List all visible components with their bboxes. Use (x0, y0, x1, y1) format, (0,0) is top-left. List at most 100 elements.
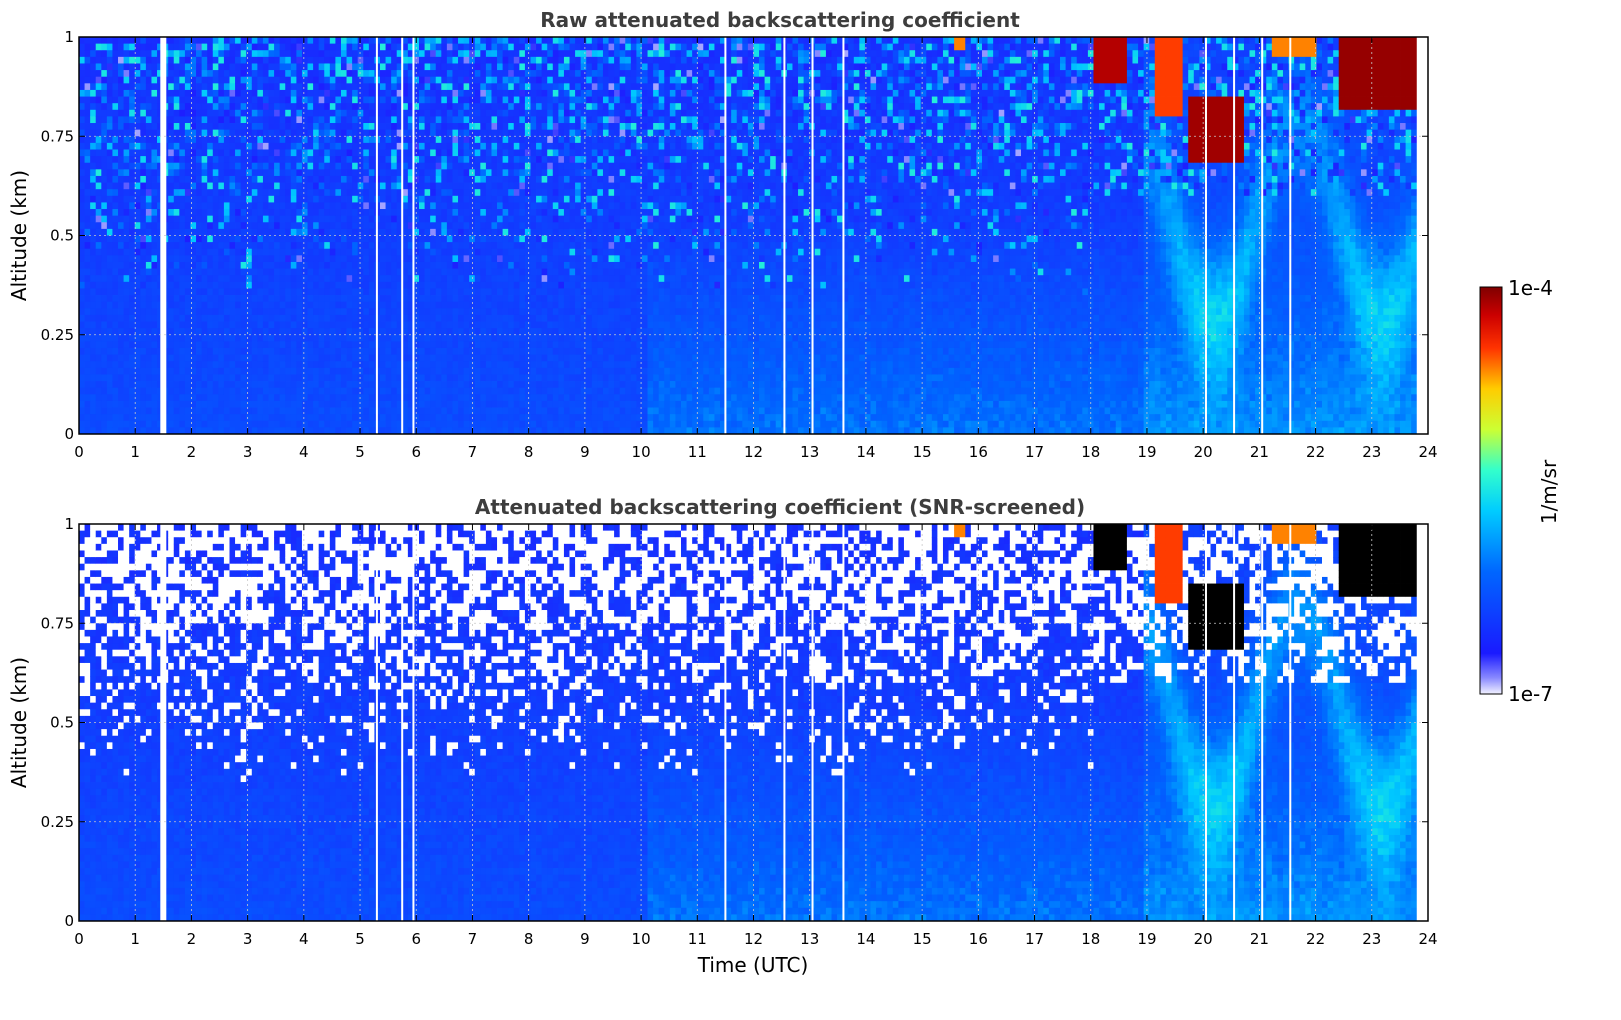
heatmap-cell (419, 269, 425, 276)
heatmap-cell (79, 169, 85, 176)
heatmap-cell (452, 262, 458, 269)
heatmap-cell (252, 163, 258, 170)
heatmap-cell (185, 189, 191, 196)
heatmap-cell (503, 249, 509, 256)
heatmap-cell (452, 374, 458, 381)
heatmap-cell (274, 103, 280, 110)
heatmap-cell (146, 116, 152, 123)
heatmap-cell (207, 229, 213, 236)
heatmap-cell (386, 123, 392, 130)
heatmap-cell (480, 282, 486, 289)
heatmap-cell (486, 130, 492, 137)
heatmap-cell (430, 262, 436, 269)
heatmap-cell (347, 242, 353, 249)
heatmap-cell (347, 341, 353, 348)
heatmap-cell (241, 322, 247, 329)
heatmap-cell (508, 50, 514, 57)
heatmap-cell (341, 143, 347, 150)
heatmap-cell (430, 209, 436, 216)
heatmap-cell (525, 394, 531, 401)
heatmap-cell (241, 315, 247, 322)
heatmap-cell (347, 57, 353, 64)
heatmap-cell (525, 328, 531, 335)
heatmap-cell (480, 302, 486, 309)
heatmap-cell (347, 269, 353, 276)
heatmap-cell (302, 156, 308, 163)
heatmap-cell (274, 209, 280, 216)
heatmap-cell (202, 269, 208, 276)
heatmap-cell (391, 308, 397, 315)
heatmap-cell (168, 143, 174, 150)
heatmap-cell (525, 169, 531, 176)
heatmap-cell (486, 269, 492, 276)
heatmap-cell (508, 156, 514, 163)
heatmap-cell (369, 149, 375, 156)
heatmap-cell (363, 355, 369, 362)
heatmap-cell (380, 335, 386, 342)
heatmap-cell (330, 110, 336, 117)
heatmap-cell (202, 50, 208, 57)
heatmap-cell (430, 282, 436, 289)
heatmap-cell (79, 295, 85, 302)
heatmap-cell (514, 229, 520, 236)
heatmap-cell (140, 242, 146, 249)
heatmap-cell (202, 414, 208, 421)
heatmap-cell (151, 83, 157, 90)
heatmap-cell (347, 282, 353, 289)
heatmap-cell (96, 222, 102, 229)
heatmap-cell (96, 123, 102, 130)
heatmap-cell (419, 414, 425, 421)
heatmap-cell (352, 202, 358, 209)
heatmap-cell (85, 143, 91, 150)
heatmap-cell (269, 408, 275, 415)
heatmap-cell (185, 50, 191, 57)
heatmap-cell (330, 255, 336, 262)
heatmap-cell (235, 130, 241, 137)
heatmap-cell (151, 282, 157, 289)
heatmap-cell (347, 374, 353, 381)
heatmap-cell (436, 322, 442, 329)
heatmap-cell (430, 130, 436, 137)
heatmap-cell (269, 57, 275, 64)
heatmap-cell (391, 374, 397, 381)
heatmap-cell (525, 388, 531, 395)
heatmap-cell (274, 249, 280, 256)
heatmap-cell (196, 322, 202, 329)
heatmap-cell (101, 149, 107, 156)
heatmap-cell (202, 236, 208, 243)
heatmap-cell (146, 381, 152, 388)
heatmap-cell (101, 341, 107, 348)
heatmap-cell (452, 50, 458, 57)
heatmap-cell (291, 163, 297, 170)
heatmap-cell (140, 63, 146, 70)
heatmap-cell (129, 209, 135, 216)
heatmap-cell (452, 414, 458, 421)
heatmap-cell (101, 50, 107, 57)
heatmap-cell (280, 368, 286, 375)
heatmap-cell (464, 421, 470, 428)
heatmap-cell (296, 341, 302, 348)
heatmap-cell (514, 183, 520, 190)
heatmap-cell (425, 414, 431, 421)
heatmap-cell (202, 77, 208, 84)
heatmap-cell (79, 136, 85, 143)
heatmap-cell (308, 37, 314, 44)
heatmap-cell (302, 414, 308, 421)
heatmap-cell (508, 176, 514, 183)
heatmap-cell (464, 37, 470, 44)
heatmap-cell (313, 408, 319, 415)
heatmap-cell (425, 70, 431, 77)
heatmap-cell (135, 255, 141, 262)
heatmap-cell (380, 302, 386, 309)
heatmap-cell (79, 196, 85, 203)
heatmap-cell (124, 282, 130, 289)
heatmap-cell (514, 70, 520, 77)
heatmap-cell (218, 374, 224, 381)
heatmap-cell (90, 209, 96, 216)
heatmap-cell (302, 361, 308, 368)
heatmap-cell (441, 70, 447, 77)
heatmap-cell (380, 77, 386, 84)
heatmap-cell (486, 341, 492, 348)
heatmap-cell (508, 242, 514, 249)
heatmap-cell (207, 123, 213, 130)
